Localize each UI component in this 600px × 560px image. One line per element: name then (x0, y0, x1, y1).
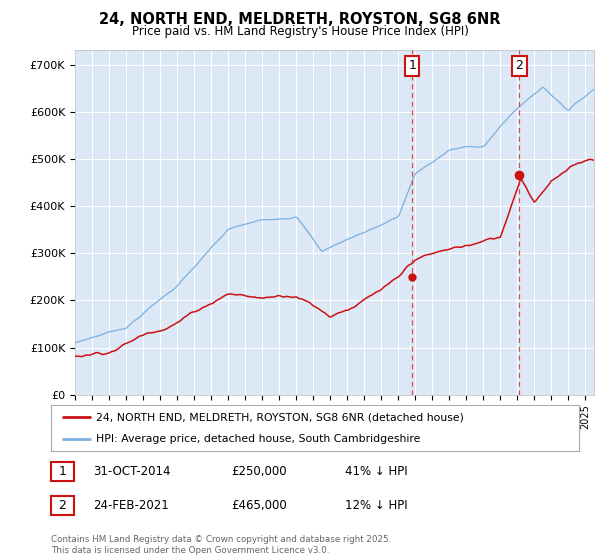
Text: 1: 1 (409, 59, 416, 72)
Text: HPI: Average price, detached house, South Cambridgeshire: HPI: Average price, detached house, Sout… (96, 435, 420, 444)
Text: 24-FEB-2021: 24-FEB-2021 (93, 498, 169, 512)
Text: 41% ↓ HPI: 41% ↓ HPI (345, 465, 407, 478)
Text: 24, NORTH END, MELDRETH, ROYSTON, SG8 6NR: 24, NORTH END, MELDRETH, ROYSTON, SG8 6N… (99, 12, 501, 27)
Text: 12% ↓ HPI: 12% ↓ HPI (345, 498, 407, 512)
Text: 31-OCT-2014: 31-OCT-2014 (93, 465, 170, 478)
Text: Contains HM Land Registry data © Crown copyright and database right 2025.
This d: Contains HM Land Registry data © Crown c… (51, 535, 391, 555)
Text: 2: 2 (515, 59, 523, 72)
Text: £250,000: £250,000 (231, 465, 287, 478)
Text: 2: 2 (58, 498, 67, 512)
Text: Price paid vs. HM Land Registry's House Price Index (HPI): Price paid vs. HM Land Registry's House … (131, 25, 469, 38)
Text: 1: 1 (58, 465, 67, 478)
Text: £465,000: £465,000 (231, 498, 287, 512)
Text: 24, NORTH END, MELDRETH, ROYSTON, SG8 6NR (detached house): 24, NORTH END, MELDRETH, ROYSTON, SG8 6N… (96, 412, 464, 422)
